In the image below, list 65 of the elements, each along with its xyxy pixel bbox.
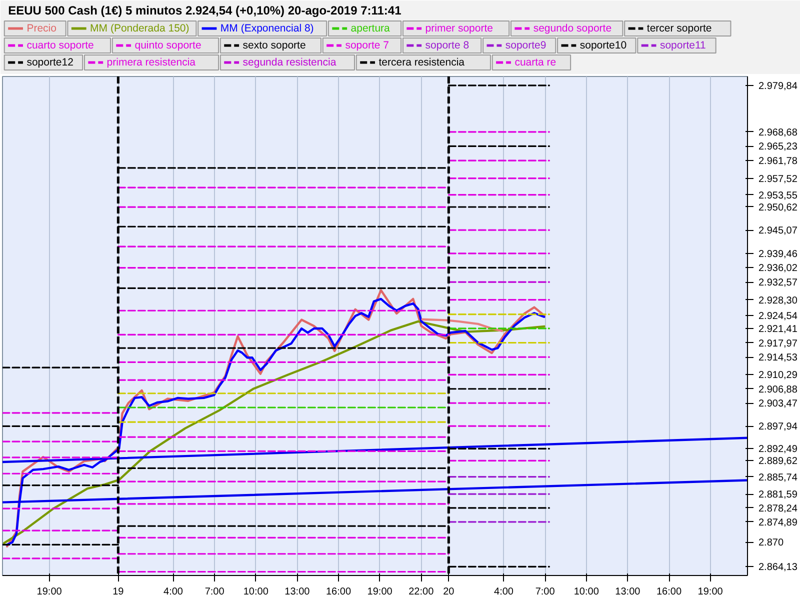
x-tick-label: 19:00 <box>36 586 62 598</box>
x-tick-label: 19:00 <box>367 586 393 598</box>
y-tick-label: 2.950,62 <box>758 202 798 214</box>
y-tick-label: 2.961,78 <box>758 156 798 168</box>
y-tick-label: 2.939,46 <box>758 248 798 260</box>
y-tick-label: 2.874,89 <box>758 517 798 528</box>
y-tick-label: 2.924,54 <box>758 310 798 322</box>
y-tick-label: 2.957,52 <box>758 174 798 185</box>
legend-label: soporte 7 <box>345 40 390 52</box>
x-tick-label: 13:00 <box>284 586 310 598</box>
y-tick-label: 2.936,02 <box>758 263 798 274</box>
x-tick-label: 16:00 <box>326 586 352 598</box>
y-tick-label: 2.892,49 <box>758 444 798 456</box>
legend-label: sexto soporte <box>242 40 306 52</box>
y-tick-label: 2.945,07 <box>758 226 798 237</box>
y-tick-label: 2.903,47 <box>758 398 798 410</box>
y-tick-label: 2.906,88 <box>758 384 798 396</box>
y-tick-label: 2.917,97 <box>758 338 798 350</box>
x-tick-label: 19 <box>112 586 124 598</box>
legend-label: cuarto soporte <box>26 40 94 52</box>
y-tick-label: 2.878,24 <box>758 503 798 514</box>
x-tick-label: 16:00 <box>656 586 682 598</box>
y-tick-label: 2.965,23 <box>758 142 798 153</box>
x-tick-label: 4:00 <box>164 586 184 598</box>
x-tick-label: 10:00 <box>574 586 600 598</box>
y-tick-label: 2.979,84 <box>758 80 798 92</box>
legend-label: soporte9 <box>505 40 546 52</box>
x-tick-label: 22:00 <box>408 586 434 598</box>
x-tick-label: 19:00 <box>698 586 724 598</box>
legend-label: soporte 8 <box>425 40 470 52</box>
legend-label: primera resistencia <box>106 56 196 68</box>
legend-label: apertura <box>350 22 390 34</box>
x-tick-label: 7:00 <box>204 586 225 598</box>
legend-label: Precio <box>26 22 57 34</box>
legend-label: segundo soporte <box>533 22 612 34</box>
legend-label: quinto soporte <box>134 40 202 52</box>
x-tick-label: 20 <box>443 586 455 598</box>
y-tick-label: 2.910,29 <box>758 370 798 382</box>
y-tick-label: 2.889,62 <box>758 456 798 468</box>
legend-label: MM (Ponderada 150) <box>90 22 190 34</box>
legend-label: soporte11 <box>660 40 706 52</box>
y-tick-label: 2.870 <box>758 538 784 549</box>
y-tick-label: 2.885,74 <box>758 472 798 484</box>
legend-label: primer soporte <box>425 22 494 34</box>
legend-label: soporte12 <box>26 56 74 68</box>
x-tick-label: 4:00 <box>494 586 514 598</box>
y-tick-label: 2.953,55 <box>758 190 798 202</box>
legend-label: segunda resistencia <box>242 56 336 68</box>
legend-label: MM (Exponencial 8) <box>220 22 314 34</box>
y-tick-label: 2.968,68 <box>758 127 798 138</box>
y-tick-label: 2.864,13 <box>758 562 798 574</box>
legend-label: tercer soporte <box>646 22 712 34</box>
y-tick-label: 2.897,94 <box>758 422 798 433</box>
x-tick-label: 13:00 <box>615 586 641 598</box>
chart-title: EEUU 500 Cash (1€) 5 minutos 2.924,54 (+0,10%) 20-ago-2019 7:11:41 <box>8 4 402 18</box>
y-tick-label: 2.932,57 <box>758 278 798 289</box>
legend-label: tercera resistencia <box>378 56 465 68</box>
legend-label: soporte10 <box>580 40 627 52</box>
y-tick-label: 2.881,59 <box>758 490 798 501</box>
y-tick-label: 2.914,53 <box>758 352 798 364</box>
x-tick-label: 10:00 <box>243 586 269 598</box>
y-tick-label: 2.928,30 <box>758 295 798 306</box>
y-tick-label: 2.921,41 <box>758 324 798 335</box>
legend-label: cuarta re <box>514 56 556 68</box>
x-tick-label: 7:00 <box>535 586 556 598</box>
